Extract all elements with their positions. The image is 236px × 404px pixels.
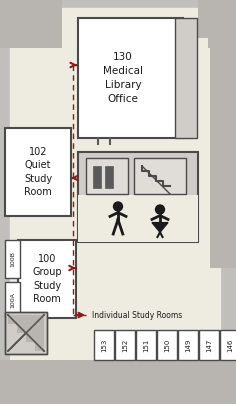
Bar — [75, 48, 210, 360]
Bar — [136, 330, 156, 360]
Bar — [178, 330, 198, 360]
Bar — [93, 166, 101, 188]
Bar — [208, 38, 236, 268]
Bar — [8, 315, 17, 324]
Bar — [94, 330, 114, 360]
Text: 130
Medical
Library
Office: 130 Medical Library Office — [103, 52, 143, 104]
Bar — [0, 360, 236, 404]
Bar — [86, 158, 128, 194]
Text: 147: 147 — [206, 338, 212, 352]
Bar — [10, 8, 220, 356]
Bar — [26, 315, 35, 342]
Text: 151: 151 — [143, 338, 149, 352]
Bar — [78, 18, 183, 138]
Text: 100B: 100B — [10, 251, 15, 267]
Bar — [134, 158, 186, 194]
Bar — [5, 312, 47, 354]
Bar — [105, 166, 113, 188]
Text: 100A: 100A — [10, 292, 15, 308]
Text: 100
Group
Study
Room: 100 Group Study Room — [32, 254, 62, 304]
Circle shape — [156, 205, 164, 214]
Bar — [5, 128, 71, 216]
Bar — [5, 312, 47, 354]
Text: 153: 153 — [101, 338, 107, 352]
Bar — [157, 330, 177, 360]
Text: Individual Study Rooms: Individual Study Rooms — [92, 311, 182, 320]
Text: 152: 152 — [122, 339, 128, 351]
Bar — [175, 18, 197, 138]
Bar — [78, 195, 198, 242]
Bar — [5, 282, 20, 318]
Bar — [78, 152, 198, 242]
Bar — [10, 48, 85, 360]
Text: 150: 150 — [164, 338, 170, 352]
Bar — [18, 240, 76, 318]
Bar — [198, 0, 236, 38]
Bar — [5, 240, 20, 278]
Text: 102
Quiet
Study
Room: 102 Quiet Study Room — [24, 147, 52, 197]
Polygon shape — [152, 223, 168, 232]
Bar — [35, 315, 44, 351]
Text: 146: 146 — [227, 338, 233, 352]
Bar — [199, 330, 219, 360]
Bar — [220, 330, 236, 360]
Circle shape — [114, 202, 122, 211]
Bar — [115, 330, 135, 360]
Bar — [0, 0, 62, 48]
Text: 149: 149 — [185, 338, 191, 352]
Bar — [17, 315, 26, 333]
